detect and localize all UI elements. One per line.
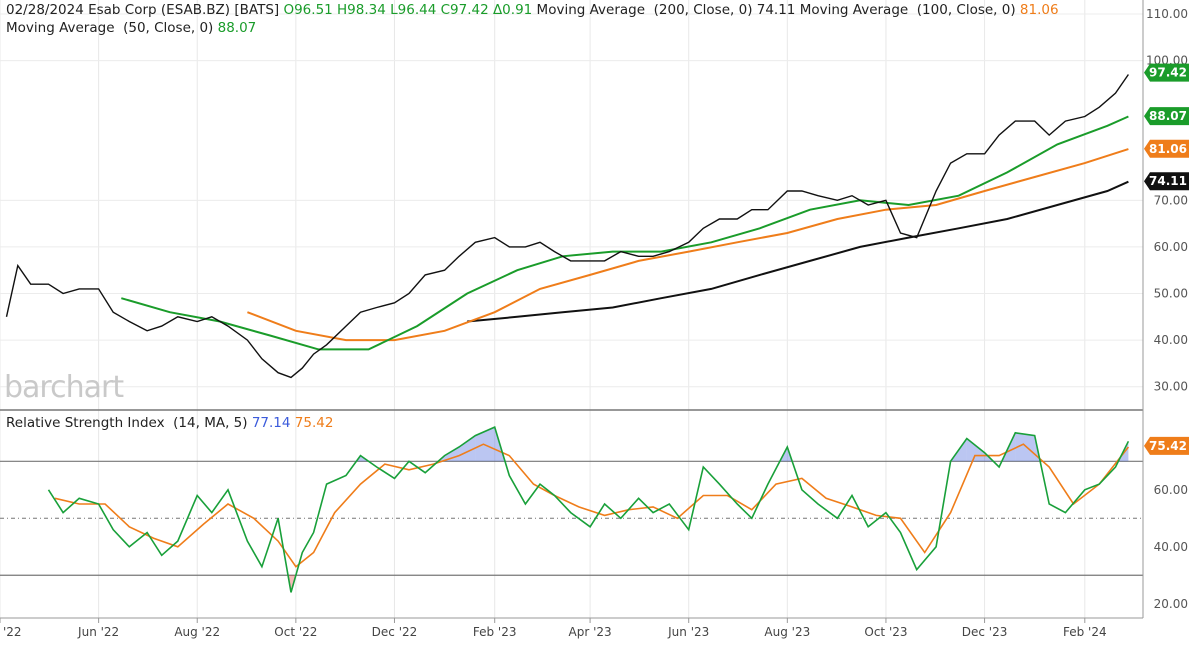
ohlc-values: O96.51 H98.34 L96.44 C97.42 Δ0.91: [283, 2, 533, 18]
x-tick-label: Apr '22: [0, 625, 22, 639]
value-tag-label: 81.06: [1149, 142, 1187, 156]
price-tick-label: 60.00: [1154, 240, 1188, 254]
series-lines: [5, 74, 1130, 593]
price-line: [5, 74, 1129, 379]
y-axis-ticks: 30.0040.0050.0060.0070.00100.00110.0020.…: [1146, 7, 1188, 611]
ma50-label: Moving Average (50, Close, 0): [6, 20, 218, 36]
rsi-level-lines: [0, 460, 1143, 576]
value-tag-bg: [1144, 172, 1189, 191]
x-tick-label: Apr '23: [569, 625, 612, 639]
chart-header-line-1: 02/28/2024 Esab Corp (ESAB.BZ) [BATS] O9…: [6, 2, 1059, 19]
ma100-label: Moving Average (100, Close, 0): [795, 2, 1020, 18]
value-tag: 97.42: [1144, 63, 1189, 82]
rsi-label: Relative Strength Index (14, MA, 5): [6, 415, 252, 431]
rsi-tick-label: 40.00: [1154, 540, 1188, 554]
value-tags: 97.42 88.07 81.06 74.11 75.42: [1144, 63, 1189, 455]
ma200-line: [467, 180, 1129, 323]
value-tag-bg: [1144, 63, 1189, 82]
value-tag-label: 97.42: [1149, 66, 1187, 80]
x-tick-label: Jun '23: [667, 625, 709, 639]
x-tick-label: Oct '23: [864, 625, 907, 639]
value-tag: 81.06: [1144, 139, 1189, 158]
price-tick-label: 40.00: [1154, 333, 1188, 347]
price-tick-label: 50.00: [1154, 287, 1188, 301]
value-tag: 75.42: [1144, 436, 1189, 455]
rsi-tick-label: 60.00: [1154, 483, 1188, 497]
overbought-fill: [1015, 432, 1035, 462]
x-tick-label: Aug '22: [174, 625, 220, 639]
x-tick-label: Oct '22: [274, 625, 317, 639]
value-tag: 74.11: [1144, 172, 1189, 191]
x-tick-label: Aug '23: [764, 625, 810, 639]
ma50-value: 88.07: [217, 20, 257, 36]
x-tick-label: Feb '24: [1063, 625, 1107, 639]
ma200-label: Moving Average (200, Close, 0): [532, 2, 757, 18]
ma100-line: [247, 148, 1129, 342]
price-tick-label: 110.00: [1146, 7, 1188, 21]
ma50-line: [121, 115, 1129, 351]
value-tag-label: 75.42: [1149, 439, 1187, 453]
rsi-fill-areas: [288, 427, 1129, 593]
barchart-logo: barchart: [4, 370, 124, 405]
x-tick-label: Dec '22: [372, 625, 418, 639]
rsi-header: Relative Strength Index (14, MA, 5) 77.1…: [6, 415, 333, 432]
price-tick-label: 70.00: [1154, 193, 1188, 207]
x-tick-label: Feb '23: [473, 625, 517, 639]
value-tag-label: 88.07: [1149, 109, 1187, 123]
grid-lines: [0, 0, 1143, 618]
x-tick-label: Jun '22: [77, 625, 119, 639]
price-tick-label: 30.00: [1154, 380, 1188, 394]
rsi-value: 77.14: [251, 415, 291, 431]
rsi-ma-line: [54, 443, 1130, 568]
value-tag-bg: [1144, 139, 1189, 158]
symbol-title: 02/28/2024 Esab Corp (ESAB.BZ) [BATS]: [6, 2, 284, 18]
value-tag: 88.07: [1144, 107, 1189, 126]
ma100-value: 81.06: [1019, 2, 1059, 18]
rsi-ma-value: 75.42: [294, 415, 334, 431]
rsi-tick-label: 20.00: [1154, 597, 1188, 611]
value-tag-bg: [1144, 107, 1189, 126]
overbought-fill: [444, 447, 460, 462]
chart-header-line-2: Moving Average (50, Close, 0) 88.07: [6, 20, 256, 37]
overbought-fill: [459, 435, 476, 462]
ma200-value: 74.11: [756, 2, 796, 18]
value-tag-label: 74.11: [1149, 174, 1187, 188]
x-axis-ticks: Apr '22 Jun '22 Aug '22 Oct '22 Dec '22 Feb '…: [0, 618, 1107, 639]
x-tick-label: Dec '23: [962, 625, 1008, 639]
value-tag-bg: [1144, 436, 1189, 455]
rsi-line: [47, 426, 1130, 593]
